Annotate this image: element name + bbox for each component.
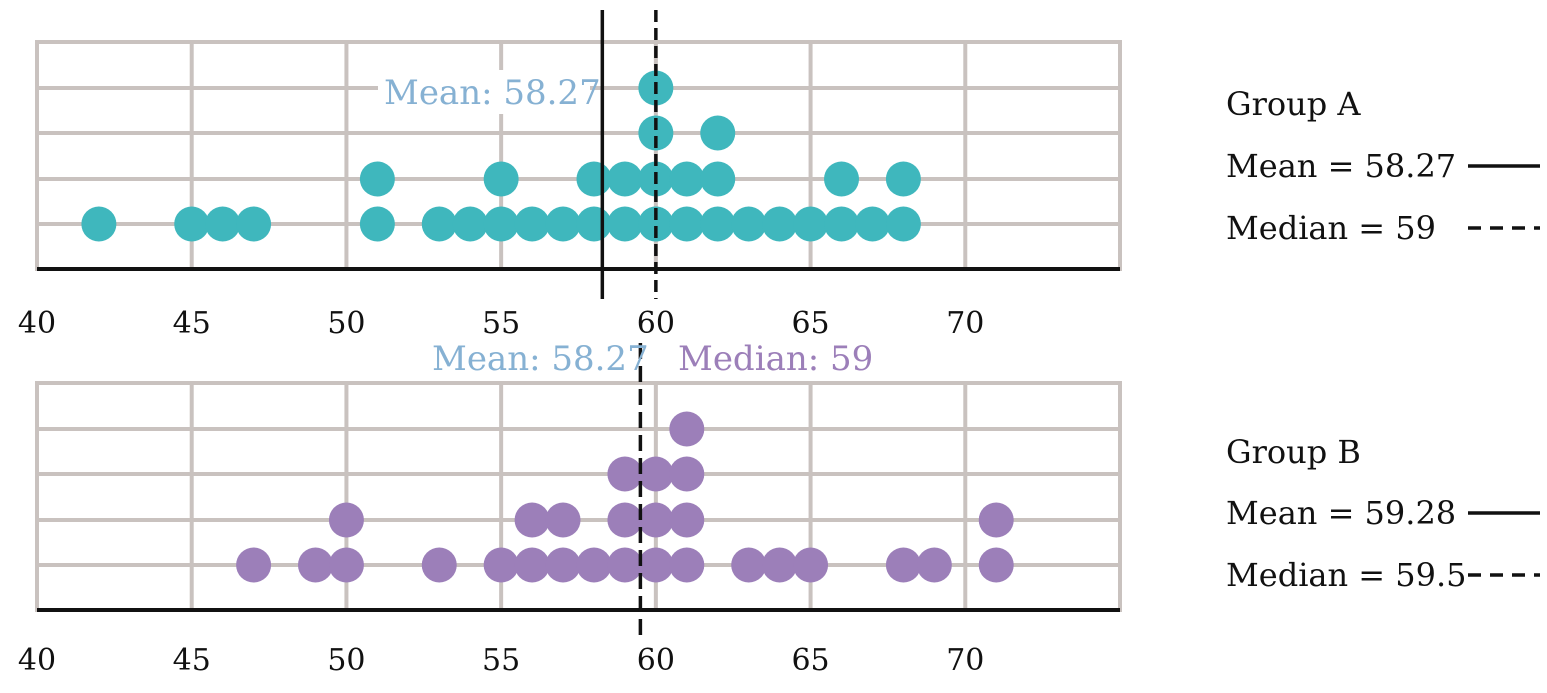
data-point bbox=[483, 547, 519, 583]
data-point bbox=[669, 456, 705, 492]
x-tick-label: 65 bbox=[791, 306, 829, 341]
legend-mean-label: Mean = 58.27 bbox=[1226, 147, 1456, 185]
data-point bbox=[421, 547, 457, 583]
legend-mean-label: Mean = 59.28 bbox=[1226, 494, 1456, 532]
data-point bbox=[885, 206, 921, 242]
x-tick-label: 45 bbox=[173, 306, 211, 341]
x-tick-label: 50 bbox=[327, 306, 365, 341]
data-point bbox=[174, 206, 210, 242]
plot-frame bbox=[35, 381, 1122, 612]
legend-title: Group B bbox=[1226, 433, 1361, 471]
data-point bbox=[514, 502, 550, 538]
data-point bbox=[762, 206, 798, 242]
x-tick-label: 70 bbox=[946, 306, 984, 341]
x-tick-label: 40 bbox=[18, 306, 56, 341]
data-point bbox=[824, 206, 860, 242]
data-point bbox=[607, 206, 643, 242]
data-point bbox=[978, 547, 1014, 583]
data-point bbox=[452, 206, 488, 242]
data-point bbox=[669, 547, 705, 583]
x-tick-label: 55 bbox=[482, 306, 520, 341]
data-point bbox=[638, 206, 674, 242]
data-point bbox=[359, 161, 395, 197]
data-point bbox=[669, 206, 705, 242]
x-tick-label: 60 bbox=[637, 306, 675, 341]
data-point bbox=[607, 456, 643, 492]
data-point bbox=[483, 161, 519, 197]
data-point bbox=[638, 547, 674, 583]
data-point bbox=[793, 206, 829, 242]
x-tick-label: 65 bbox=[791, 643, 829, 678]
data-point bbox=[81, 206, 117, 242]
data-point bbox=[762, 547, 798, 583]
data-point bbox=[545, 206, 581, 242]
data-point bbox=[669, 411, 705, 447]
data-point bbox=[731, 547, 767, 583]
data-point bbox=[638, 115, 674, 151]
legend-median-label: Median = 59 bbox=[1226, 209, 1436, 247]
median-annotation: Median: 59 bbox=[678, 339, 873, 379]
data-point bbox=[607, 547, 643, 583]
data-point bbox=[885, 547, 921, 583]
x-tick-label: 40 bbox=[18, 643, 56, 678]
data-point bbox=[916, 547, 952, 583]
data-point bbox=[545, 547, 581, 583]
data-point bbox=[328, 502, 364, 538]
data-point bbox=[607, 502, 643, 538]
legend-median-label: Median = 59.5 bbox=[1226, 556, 1467, 594]
data-point bbox=[638, 502, 674, 538]
data-point bbox=[731, 206, 767, 242]
data-point bbox=[514, 547, 550, 583]
x-tick-label: 70 bbox=[946, 643, 984, 678]
data-point bbox=[328, 547, 364, 583]
data-point bbox=[854, 206, 890, 242]
data-point bbox=[483, 206, 519, 242]
x-tick-label: 60 bbox=[637, 643, 675, 678]
data-point bbox=[793, 547, 829, 583]
data-point bbox=[700, 206, 736, 242]
x-tick-label: 50 bbox=[327, 643, 365, 678]
data-point bbox=[669, 161, 705, 197]
mean-annotation: Mean: 58.27 bbox=[384, 73, 601, 113]
data-point bbox=[978, 502, 1014, 538]
data-point bbox=[514, 206, 550, 242]
data-point bbox=[576, 206, 612, 242]
data-point bbox=[359, 206, 395, 242]
data-point bbox=[421, 206, 457, 242]
data-point bbox=[576, 547, 612, 583]
data-point bbox=[297, 547, 333, 583]
data-point bbox=[885, 161, 921, 197]
data-point bbox=[700, 161, 736, 197]
x-tick-label: 55 bbox=[482, 643, 520, 678]
data-point bbox=[236, 206, 272, 242]
mean-annotation: Mean: 58.27 bbox=[432, 339, 649, 379]
data-point bbox=[236, 547, 272, 583]
data-point bbox=[576, 161, 612, 197]
data-point bbox=[700, 115, 736, 151]
x-tick-label: 45 bbox=[173, 643, 211, 678]
data-point bbox=[205, 206, 241, 242]
data-point bbox=[669, 502, 705, 538]
data-point bbox=[607, 161, 643, 197]
data-point bbox=[545, 502, 581, 538]
data-point bbox=[638, 456, 674, 492]
data-point bbox=[824, 161, 860, 197]
annotation-bg bbox=[378, 70, 590, 114]
legend-title: Group A bbox=[1226, 85, 1361, 123]
